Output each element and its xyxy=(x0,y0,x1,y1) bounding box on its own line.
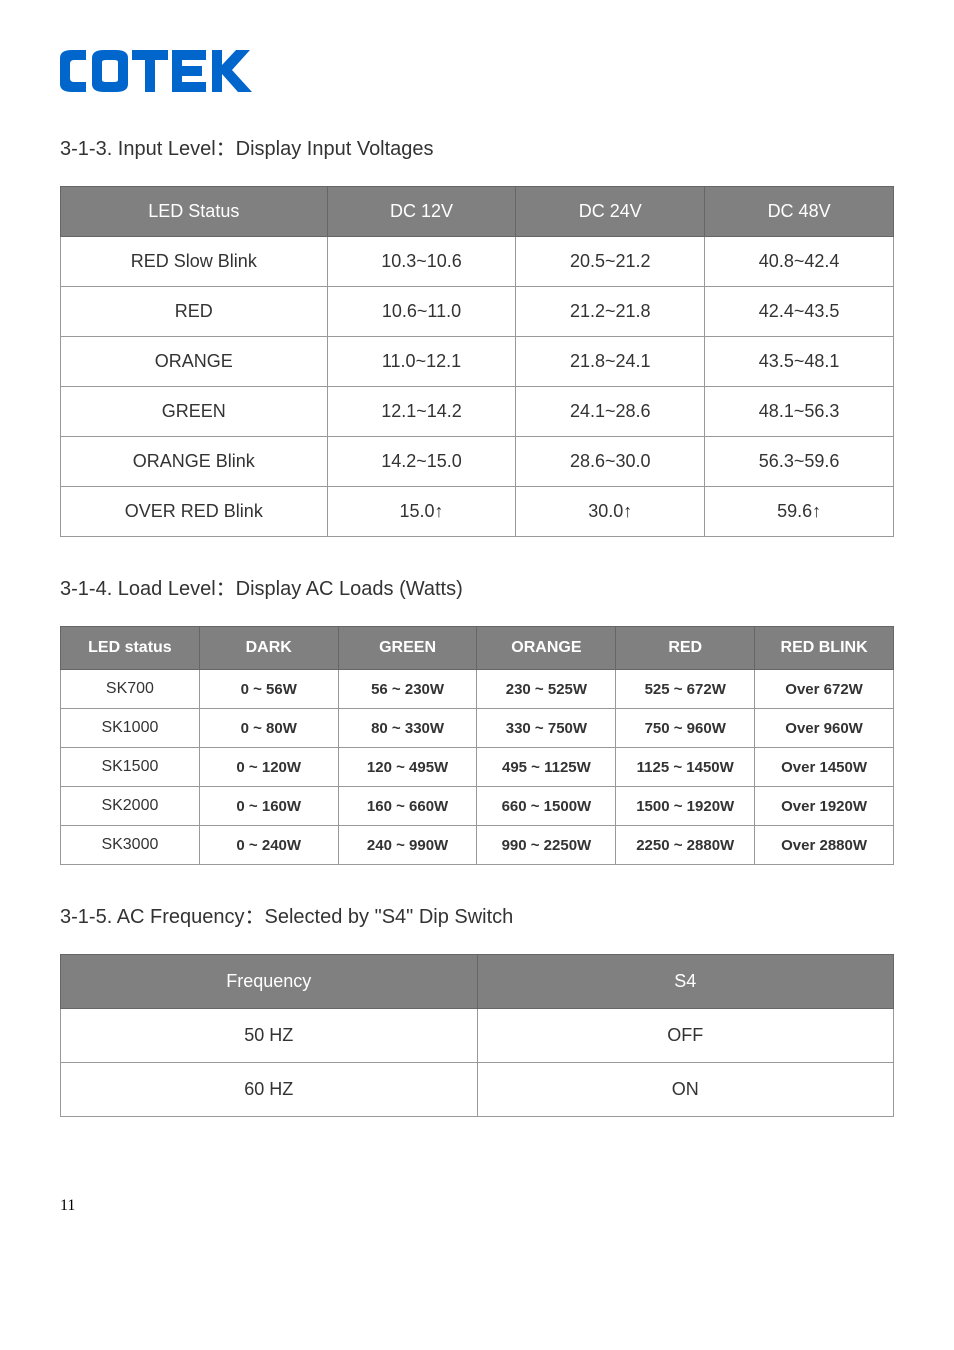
cell: 160 ~ 660W xyxy=(338,787,477,826)
cell: 14.2~15.0 xyxy=(327,437,516,487)
cell: 56 ~ 230W xyxy=(338,670,477,709)
cell: 525 ~ 672W xyxy=(616,670,755,709)
cell: 21.2~21.8 xyxy=(516,287,705,337)
cell: 10.6~11.0 xyxy=(327,287,516,337)
table-row: ORANGE11.0~12.121.8~24.143.5~48.1 xyxy=(61,337,894,387)
cell: 80 ~ 330W xyxy=(338,709,477,748)
page-number: 11 xyxy=(60,1197,894,1215)
col-header: ORANGE xyxy=(477,627,616,670)
table-row: SK10000 ~ 80W80 ~ 330W330 ~ 750W750 ~ 96… xyxy=(61,709,894,748)
cell: 990 ~ 2250W xyxy=(477,826,616,865)
col-header: LED Status xyxy=(61,187,328,237)
cell: 120 ~ 495W xyxy=(338,748,477,787)
col-header: RED xyxy=(616,627,755,670)
cell: SK3000 xyxy=(61,826,200,865)
cell: 750 ~ 960W xyxy=(616,709,755,748)
cell: 30.0↑ xyxy=(516,487,705,537)
ac-frequency-table: Frequency S4 50 HZOFF 60 HZON xyxy=(60,954,894,1117)
cell: OFF xyxy=(477,1009,894,1063)
table-body: SK7000 ~ 56W56 ~ 230W230 ~ 525W525 ~ 672… xyxy=(61,670,894,865)
brand-logo xyxy=(60,50,894,92)
table-row: SK30000 ~ 240W240 ~ 990W990 ~ 2250W2250 … xyxy=(61,826,894,865)
cell: 43.5~48.1 xyxy=(705,337,894,387)
table-body: 50 HZOFF 60 HZON xyxy=(61,1009,894,1117)
load-level-table: LED status DARK GREEN ORANGE RED RED BLI… xyxy=(60,626,894,865)
cell: 495 ~ 1125W xyxy=(477,748,616,787)
col-header: DC 12V xyxy=(327,187,516,237)
cell: 50 HZ xyxy=(61,1009,478,1063)
cell: 0 ~ 240W xyxy=(199,826,338,865)
table-row: SK15000 ~ 120W120 ~ 495W495 ~ 1125W1125 … xyxy=(61,748,894,787)
cell: 20.5~21.2 xyxy=(516,237,705,287)
section-title-ac-frequency: 3-1-5. AC Frequency：Selected by "S4" Dip… xyxy=(60,900,894,929)
cell: 0 ~ 56W xyxy=(199,670,338,709)
table-header-row: LED status DARK GREEN ORANGE RED RED BLI… xyxy=(61,627,894,670)
col-header: DC 48V xyxy=(705,187,894,237)
cell: Over 960W xyxy=(755,709,894,748)
table-row: SK7000 ~ 56W56 ~ 230W230 ~ 525W525 ~ 672… xyxy=(61,670,894,709)
table-row: GREEN12.1~14.224.1~28.648.1~56.3 xyxy=(61,387,894,437)
cell: 42.4~43.5 xyxy=(705,287,894,337)
col-header: DARK xyxy=(199,627,338,670)
table-row: SK20000 ~ 160W160 ~ 660W660 ~ 1500W1500 … xyxy=(61,787,894,826)
table-header-row: LED Status DC 12V DC 24V DC 48V xyxy=(61,187,894,237)
table-row: ORANGE Blink14.2~15.028.6~30.056.3~59.6 xyxy=(61,437,894,487)
cell: 28.6~30.0 xyxy=(516,437,705,487)
cell: 21.8~24.1 xyxy=(516,337,705,387)
cell: 12.1~14.2 xyxy=(327,387,516,437)
cell: ON xyxy=(477,1063,894,1117)
table-row: RED Slow Blink10.3~10.620.5~21.240.8~42.… xyxy=(61,237,894,287)
cell: 56.3~59.6 xyxy=(705,437,894,487)
col-header: LED status xyxy=(61,627,200,670)
cell: 0 ~ 120W xyxy=(199,748,338,787)
cell: RED xyxy=(61,287,328,337)
cell: SK2000 xyxy=(61,787,200,826)
cell: 15.0↑ xyxy=(327,487,516,537)
cell: 59.6↑ xyxy=(705,487,894,537)
cell: 330 ~ 750W xyxy=(477,709,616,748)
col-header: GREEN xyxy=(338,627,477,670)
col-header: RED BLINK xyxy=(755,627,894,670)
cell: 660 ~ 1500W xyxy=(477,787,616,826)
cell: GREEN xyxy=(61,387,328,437)
input-level-table: LED Status DC 12V DC 24V DC 48V RED Slow… xyxy=(60,186,894,537)
cell: ORANGE xyxy=(61,337,328,387)
cell: SK1000 xyxy=(61,709,200,748)
col-header: Frequency xyxy=(61,955,478,1009)
table-body: RED Slow Blink10.3~10.620.5~21.240.8~42.… xyxy=(61,237,894,537)
cell: 240 ~ 990W xyxy=(338,826,477,865)
cell: 2250 ~ 2880W xyxy=(616,826,755,865)
cell: 1500 ~ 1920W xyxy=(616,787,755,826)
col-header: S4 xyxy=(477,955,894,1009)
cell: ORANGE Blink xyxy=(61,437,328,487)
cell: 230 ~ 525W xyxy=(477,670,616,709)
cell: SK700 xyxy=(61,670,200,709)
col-header: DC 24V xyxy=(516,187,705,237)
cell: 11.0~12.1 xyxy=(327,337,516,387)
table-row: OVER RED Blink15.0↑30.0↑59.6↑ xyxy=(61,487,894,537)
cell: SK1500 xyxy=(61,748,200,787)
cell: Over 1920W xyxy=(755,787,894,826)
cell: 0 ~ 160W xyxy=(199,787,338,826)
section-title-load-level: 3-1-4. Load Level：Display AC Loads (Watt… xyxy=(60,572,894,601)
table-row: 50 HZOFF xyxy=(61,1009,894,1063)
cell: 10.3~10.6 xyxy=(327,237,516,287)
table-row: 60 HZON xyxy=(61,1063,894,1117)
cell: 60 HZ xyxy=(61,1063,478,1117)
cell: 1125 ~ 1450W xyxy=(616,748,755,787)
table-row: RED10.6~11.021.2~21.842.4~43.5 xyxy=(61,287,894,337)
cell: Over 2880W xyxy=(755,826,894,865)
cell: Over 1450W xyxy=(755,748,894,787)
cell: Over 672W xyxy=(755,670,894,709)
cell: 24.1~28.6 xyxy=(516,387,705,437)
cell: RED Slow Blink xyxy=(61,237,328,287)
cell: 0 ~ 80W xyxy=(199,709,338,748)
table-header-row: Frequency S4 xyxy=(61,955,894,1009)
cell: 40.8~42.4 xyxy=(705,237,894,287)
cell: OVER RED Blink xyxy=(61,487,328,537)
section-title-input-level: 3-1-3. Input Level：Display Input Voltage… xyxy=(60,132,894,161)
cell: 48.1~56.3 xyxy=(705,387,894,437)
